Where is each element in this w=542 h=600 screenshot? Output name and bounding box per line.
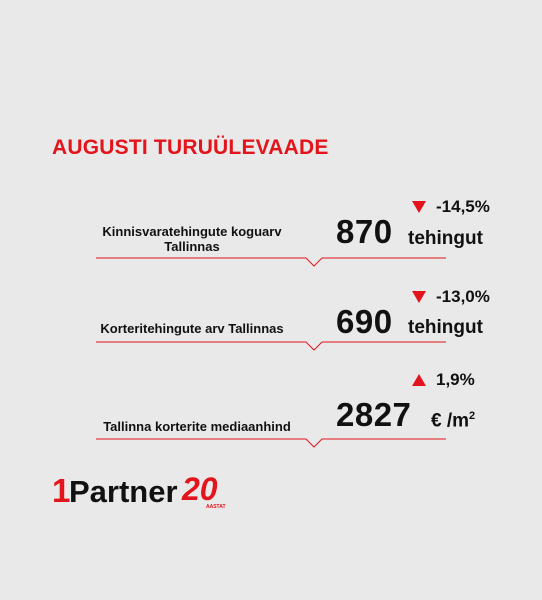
change-indicator: -14,5%	[412, 197, 490, 217]
metric-value: 870	[336, 213, 393, 250]
unit-superscript: 2	[469, 410, 476, 422]
metric-label: Tallinna korterite mediaanhind	[92, 419, 302, 434]
logo-anniversary: 20	[181, 471, 218, 507]
metric-value: 2827	[336, 396, 412, 433]
metric-label-line1: Tallinna korterite mediaanhind	[103, 419, 291, 434]
metric-unit: tehingut	[408, 317, 483, 338]
metric-label-line1: Kinnisvaratehingute koguarv	[102, 224, 282, 239]
unit-text: € /m	[431, 410, 470, 432]
change-value: -14,5%	[436, 197, 490, 216]
metric-label-line2: Tallinnas	[164, 239, 220, 254]
metric-total-transactions: -14,5% Kinnisvaratehingute koguarv Talli…	[0, 195, 542, 285]
change-indicator: 1,9%	[412, 370, 475, 390]
down-arrow-icon	[412, 201, 426, 213]
change-value: -13,0%	[436, 287, 490, 306]
down-arrow-icon	[412, 291, 426, 303]
divider-line	[96, 257, 446, 267]
metric-median-price: 1,9% Tallinna korterite mediaanhind 2827…	[0, 370, 542, 460]
metric-label-line1: Korteritehingute arv Tallinnas	[100, 321, 284, 336]
logo-mark: 1	[52, 472, 70, 509]
metric-label: Kinnisvaratehingute koguarv Tallinnas	[92, 224, 292, 254]
partner-logo: 1 Partner 20 AASTAT	[52, 471, 226, 510]
page-title: AUGUSTI TURUÜLEVAADE	[52, 136, 329, 159]
metric-label: Korteritehingute arv Tallinnas	[92, 321, 292, 336]
metric-unit: € /m2	[431, 410, 475, 432]
logo-caption: AASTAT	[206, 504, 226, 510]
change-indicator: -13,0%	[412, 287, 490, 307]
divider-line	[96, 341, 446, 351]
divider-line	[96, 438, 446, 448]
metric-unit: tehingut	[408, 228, 483, 249]
logo-word: Partner	[69, 474, 178, 509]
metric-apartment-transactions: -13,0% Korteritehingute arv Tallinnas 69…	[0, 285, 542, 375]
metric-value: 690	[336, 303, 393, 340]
change-value: 1,9%	[436, 370, 475, 389]
up-arrow-icon	[412, 374, 426, 386]
